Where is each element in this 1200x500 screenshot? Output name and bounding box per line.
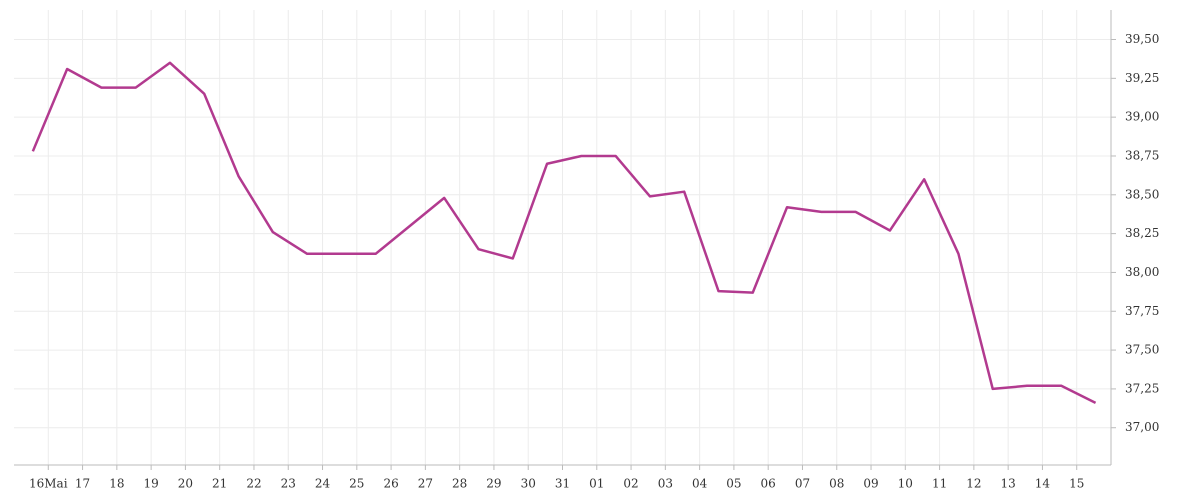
y-tick-label: 38,50 — [1125, 187, 1159, 201]
x-tick-label: 29 — [486, 477, 501, 491]
x-tick-label: 14 — [1035, 477, 1051, 491]
x-tick-label: 08 — [829, 477, 844, 491]
line — [31, 61, 1097, 405]
y-tick-label: 37,25 — [1125, 381, 1159, 395]
y-tick-label: 39,00 — [1125, 110, 1159, 124]
x-tick-label: 19 — [143, 477, 158, 491]
y-tick-label: 39,50 — [1125, 32, 1159, 46]
x-tick-label: 11 — [932, 477, 947, 491]
x-tick-label: 09 — [863, 477, 878, 491]
x-tick-label: 01 — [589, 477, 604, 491]
x-tick-label: 28 — [452, 477, 467, 491]
y-tick-label: 38,00 — [1125, 265, 1159, 279]
x-tick-label: 27 — [418, 477, 433, 491]
x-tick-label: 10 — [898, 477, 913, 491]
x-tick-label: 17 — [75, 477, 90, 491]
y-tick-label: 37,75 — [1125, 304, 1159, 318]
x-tick-label: 13 — [1001, 477, 1016, 491]
x-tick-label: 12 — [966, 477, 981, 491]
x-tick-label: 21 — [212, 477, 227, 491]
x-tick-label: 07 — [795, 477, 810, 491]
x-tick-label: 20 — [178, 477, 193, 491]
x-tick-label: 18 — [109, 477, 124, 491]
x-tick-label: 03 — [658, 477, 673, 491]
x-tick-label: 15 — [1069, 477, 1084, 491]
x-tick-label: 30 — [521, 477, 536, 491]
x-tick-label: 02 — [623, 477, 638, 491]
x-tick-label: 23 — [281, 477, 296, 491]
x-tick-label: 06 — [761, 477, 776, 491]
x-tick-label: 31 — [555, 477, 570, 491]
x-tick-label: 05 — [726, 477, 741, 491]
x-tick-label: 26 — [383, 477, 398, 491]
x-tick-label: 16Mai — [29, 477, 68, 491]
y-tick-label: 38,25 — [1125, 226, 1159, 240]
y-tick-label: 37,50 — [1125, 343, 1159, 357]
x-tick-label: 22 — [246, 477, 261, 491]
y-tick-label: 38,75 — [1125, 148, 1159, 162]
x-tick-label: 25 — [349, 477, 364, 491]
x-tick-label: 04 — [692, 477, 708, 491]
x-tick-label: 24 — [315, 477, 331, 491]
y-tick-label: 39,25 — [1125, 71, 1159, 85]
y-tick-label: 37,00 — [1125, 420, 1159, 434]
